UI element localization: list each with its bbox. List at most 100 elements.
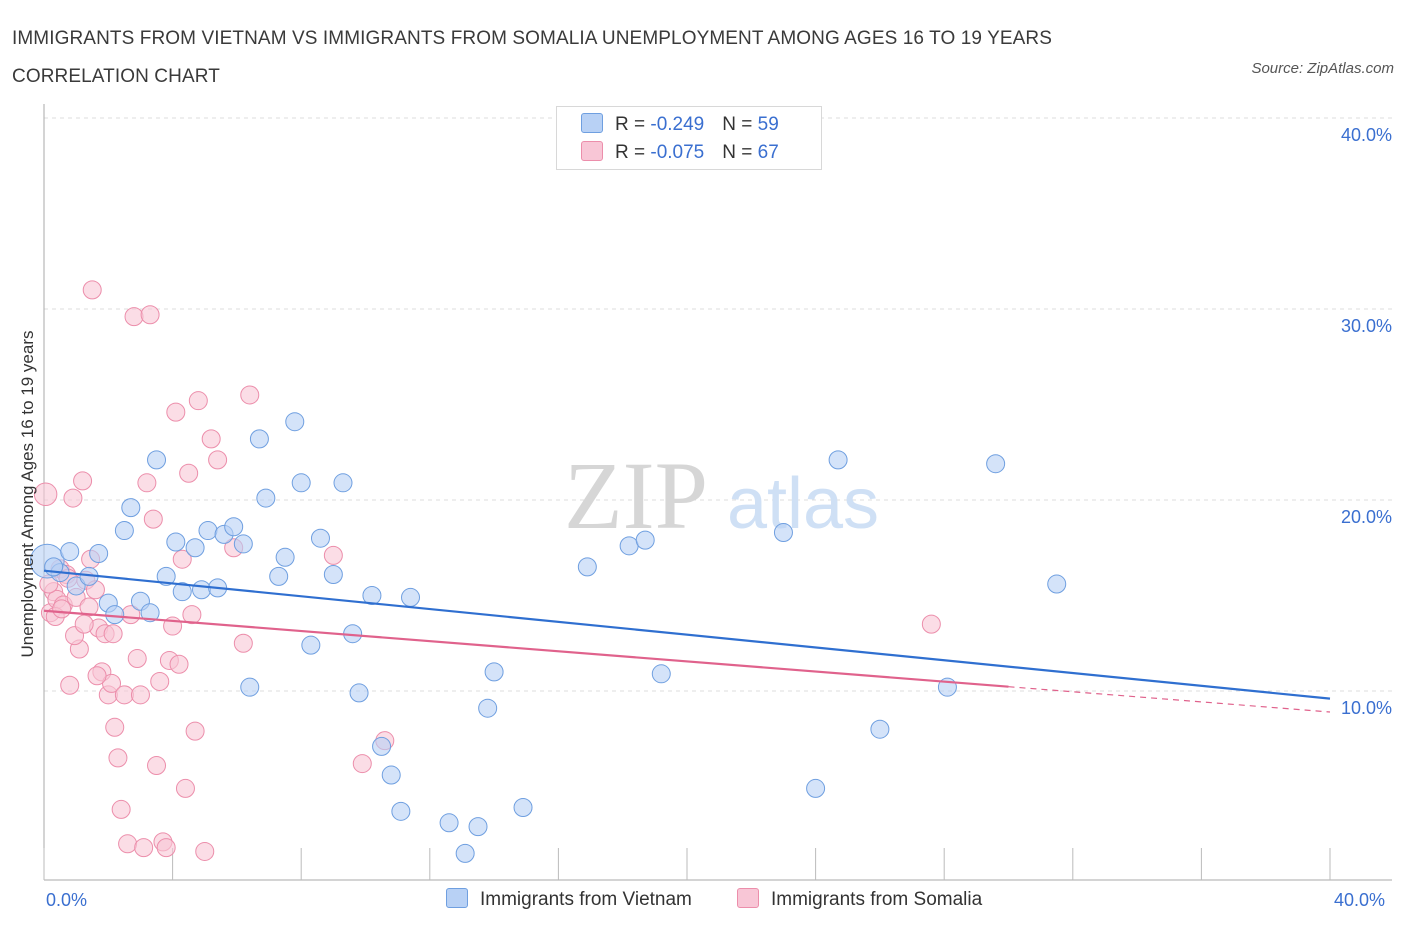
vietnam-point (240, 677, 260, 697)
somalia-point (921, 614, 941, 634)
somalia-point (124, 307, 144, 327)
vietnam-point (121, 498, 141, 518)
vietnam-point (233, 534, 253, 554)
y-tick-labels: 10.0% 20.0% 30.0% 40.0% (1341, 125, 1392, 718)
vietnam-point (870, 719, 890, 739)
legend-row-somalia: R = -0.075 N = 67 (581, 141, 779, 167)
somalia-point (130, 685, 150, 705)
trend-lines (43, 569, 1331, 713)
bottom-legend-vietnam: Immigrants from Vietnam (446, 888, 692, 911)
x-tick-max: 40.0% (1334, 890, 1386, 910)
vietnam-point (114, 521, 134, 541)
legend-r-label: R = (615, 142, 651, 163)
vietnam-point (285, 412, 305, 432)
somalia-point (352, 754, 372, 774)
somalia-point (169, 654, 189, 674)
vietnam-point (192, 580, 212, 600)
vietnam-point (156, 566, 176, 586)
somalia-trend-extension (1008, 686, 1331, 713)
somalia-point (52, 599, 72, 619)
somalia-point (87, 666, 107, 686)
somalia-point (118, 834, 138, 854)
somalia-swatch-icon (737, 888, 759, 908)
y-tick-label: 20.0% (1341, 507, 1392, 527)
vietnam-point (256, 488, 276, 508)
somalia-point (240, 385, 260, 405)
somalia-point (156, 838, 176, 858)
vietnam-point (513, 798, 533, 818)
somalia-point (323, 545, 343, 565)
vietnam-point (651, 664, 671, 684)
watermark-zip: ZIP (564, 442, 708, 549)
legend-row-vietnam: R = -0.249 N = 59 (581, 113, 779, 139)
chart-title: IMMIGRANTS FROM VIETNAM VS IMMIGRANTS FR… (12, 28, 1053, 87)
somalia-point (63, 488, 83, 508)
somalia-point (137, 473, 157, 493)
somalia-point (103, 624, 123, 644)
vietnam-swatch-icon (581, 113, 603, 133)
vietnam-point (468, 817, 488, 837)
gridlines (44, 117, 1392, 692)
vietnam-point (619, 536, 639, 556)
legend-n-label: N = (722, 142, 758, 163)
somalia-point (82, 280, 102, 300)
vietnam-point (478, 698, 498, 718)
vietnam-point (439, 813, 459, 833)
legend-somalia-label: Immigrants from Somalia (771, 889, 983, 910)
vietnam-point (105, 605, 125, 625)
somalia-point (208, 450, 228, 470)
legend-r-label: R = (615, 114, 651, 135)
vietnam-point (310, 528, 330, 548)
y-tick-label: 40.0% (1341, 125, 1392, 145)
vietnam-point (172, 582, 192, 602)
somalia-point (147, 755, 167, 775)
vietnam-point (224, 517, 244, 537)
legend-n-label: N = (722, 114, 758, 135)
somalia-point (111, 799, 131, 819)
vietnam-point (147, 450, 167, 470)
y-tick-label: 30.0% (1341, 316, 1392, 336)
vietnam-point (484, 662, 504, 682)
y-tick-label: 10.0% (1341, 698, 1392, 718)
somalia-swatch-icon (581, 141, 603, 161)
somalia-point (143, 509, 163, 529)
somalia-point (188, 391, 208, 411)
vietnam-point (635, 530, 655, 550)
somalia-point (134, 838, 154, 858)
vietnam-trend-line (43, 569, 1331, 700)
somalia-point (172, 549, 192, 569)
bottom-legend-somalia: Immigrants from Somalia (737, 888, 982, 911)
somalia-point (105, 717, 125, 737)
vietnam-point (401, 587, 421, 607)
legend-n-value: 59 (757, 114, 779, 135)
vietnam-point (333, 473, 353, 493)
somalia-point (60, 675, 80, 695)
vietnam-point (372, 736, 392, 756)
vietnam-point (275, 547, 295, 567)
vietnam-point (66, 576, 86, 596)
somalia-point (74, 614, 94, 634)
correlation-legend: R = -0.249 N = 59 R = -0.075 N = 67 (556, 106, 822, 170)
watermark-atlas: atlas (727, 464, 879, 544)
vietnam-point (806, 778, 826, 798)
series-vietnam-points (29, 412, 1067, 863)
legend-r-value: -0.249 (650, 114, 705, 135)
source-label: Source: ZipAtlas.com (1251, 60, 1394, 77)
somalia-point (79, 597, 99, 617)
vietnam-point (89, 543, 109, 563)
somalia-point (108, 748, 128, 768)
legend-vietnam-label: Immigrants from Vietnam (480, 889, 692, 910)
vietnam-swatch-icon (446, 888, 468, 908)
x-tick-min: 0.0% (46, 890, 88, 910)
vietnam-point (249, 429, 269, 449)
vietnam-point (773, 522, 793, 542)
vietnam-point (577, 557, 597, 577)
somalia-point (195, 841, 215, 861)
vietnam-point (391, 801, 411, 821)
somalia-point (114, 685, 134, 705)
somalia-point (140, 305, 160, 325)
vietnam-point (381, 765, 401, 785)
somalia-point (150, 671, 170, 691)
vietnam-point (455, 843, 475, 863)
